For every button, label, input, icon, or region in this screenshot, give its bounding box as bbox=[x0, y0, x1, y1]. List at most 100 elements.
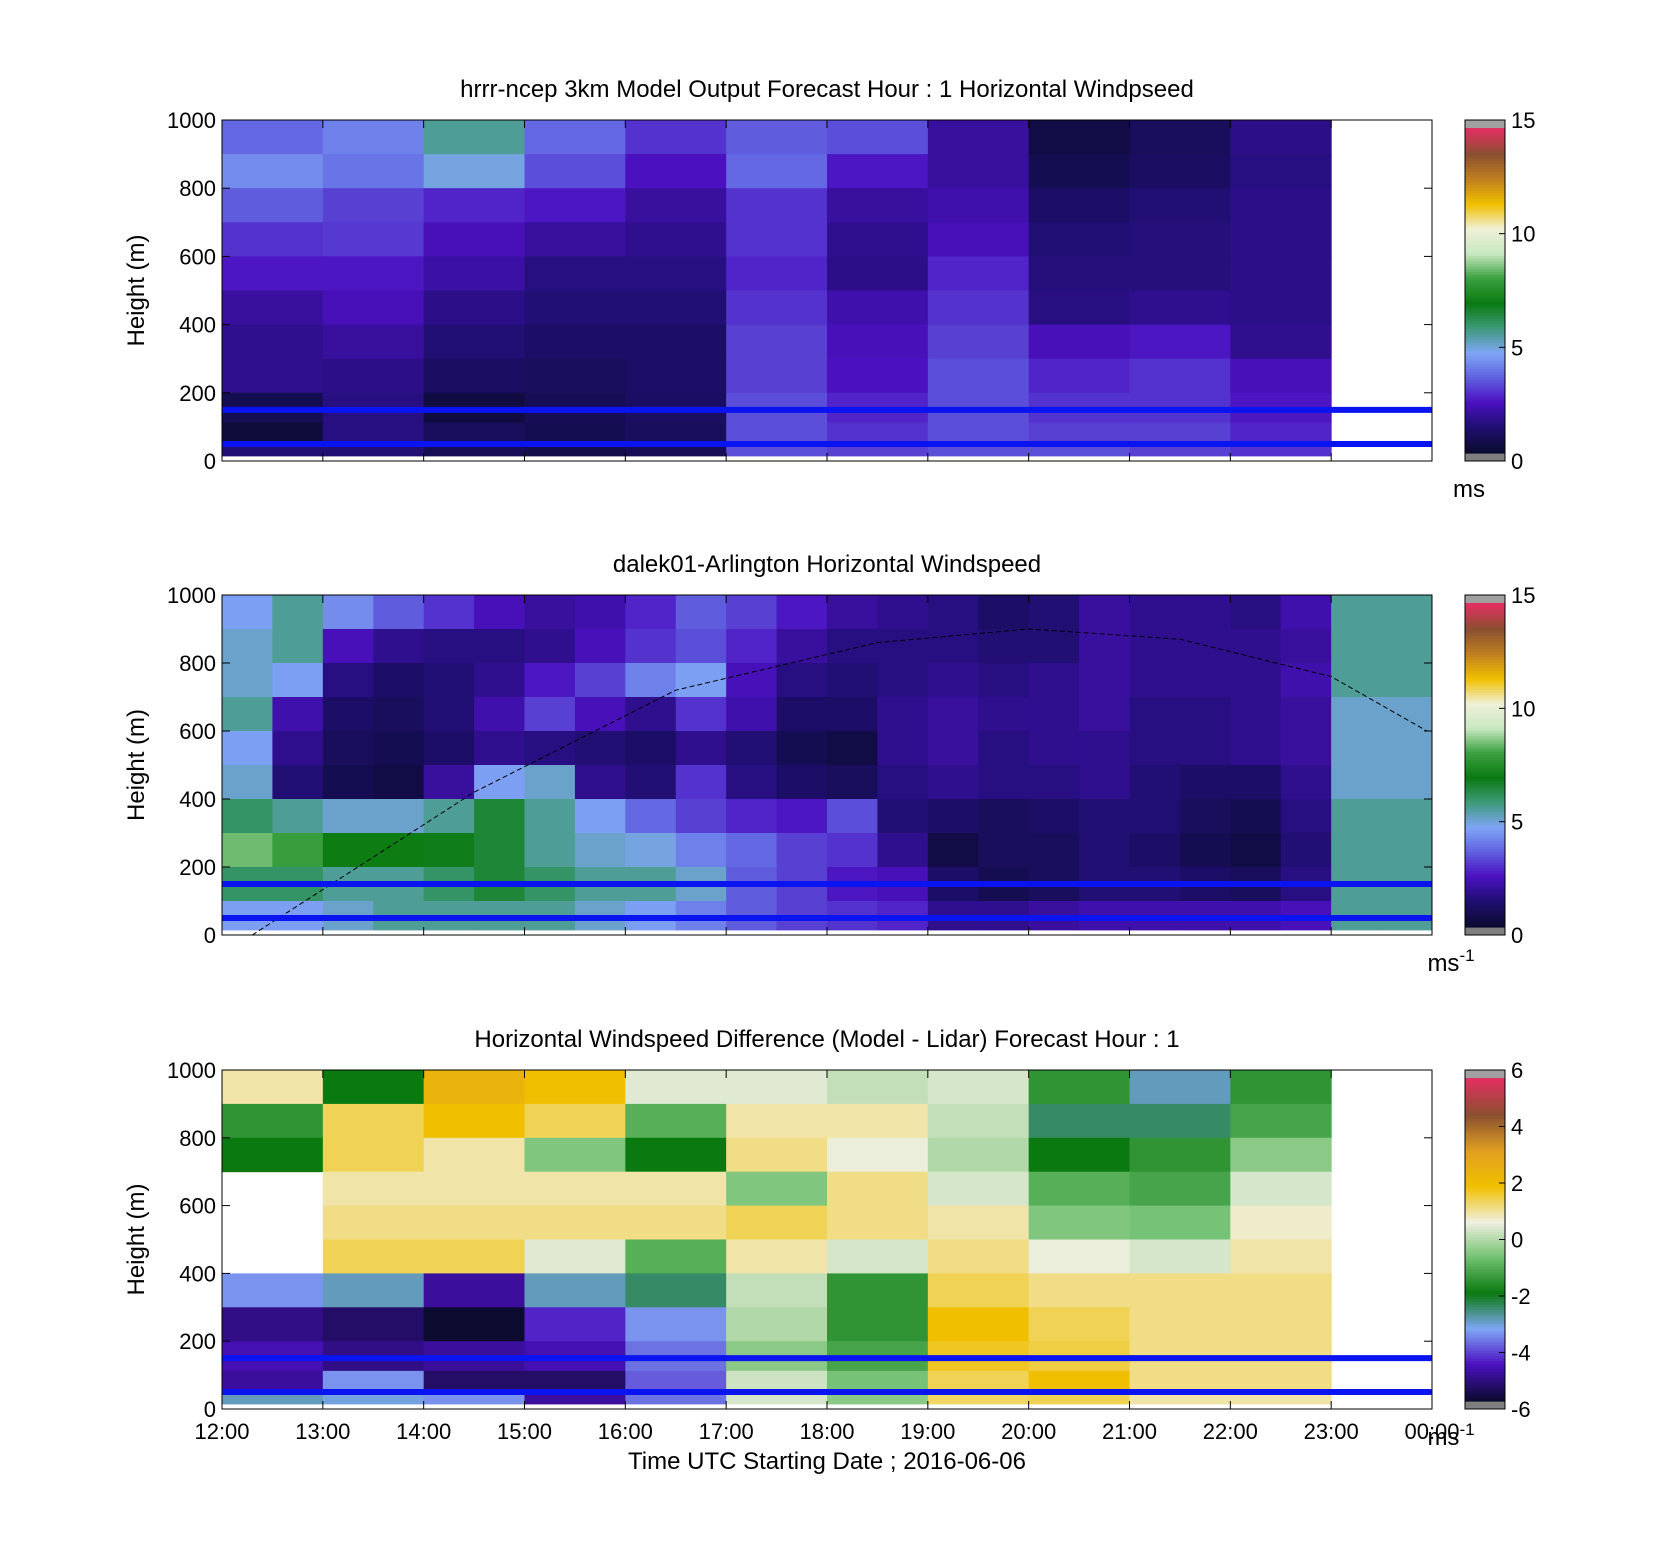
colorbar-segment bbox=[1465, 619, 1505, 623]
colorbar-segment bbox=[1465, 442, 1505, 446]
y-tick-label: 800 bbox=[179, 651, 216, 676]
heatmap-cell bbox=[827, 663, 878, 698]
colorbar-segment bbox=[1465, 1250, 1505, 1254]
colorbar-segment bbox=[1465, 840, 1505, 844]
colorbar-segment bbox=[1465, 211, 1505, 216]
colorbar-segment bbox=[1465, 371, 1505, 376]
y-tick-label: 400 bbox=[179, 1261, 216, 1286]
heatmap-cell bbox=[272, 697, 324, 732]
colorbar-segment bbox=[1465, 632, 1505, 636]
heatmap-cell bbox=[1381, 595, 1433, 630]
colorbar-segment bbox=[1465, 369, 1505, 373]
colorbar-segment bbox=[1465, 1161, 1505, 1165]
colorbar-segment bbox=[1465, 1083, 1505, 1087]
colorbar-segment bbox=[1465, 203, 1505, 208]
colorbar-segment bbox=[1465, 1341, 1505, 1346]
colorbar-segment bbox=[1465, 1121, 1505, 1125]
heatmap-cell bbox=[574, 731, 626, 766]
heatmap-cell bbox=[1381, 629, 1433, 664]
heatmap-cell bbox=[1331, 833, 1383, 868]
colorbar-segment bbox=[1465, 255, 1505, 259]
heatmap-cell bbox=[726, 833, 778, 868]
heatmap-cell bbox=[927, 1239, 1030, 1274]
colorbar-segment bbox=[1465, 1344, 1505, 1348]
colorbar-segment bbox=[1465, 765, 1505, 769]
heatmap-cell bbox=[827, 833, 878, 868]
heatmap-cell bbox=[927, 663, 979, 698]
colorbar-segment bbox=[1465, 654, 1505, 658]
colorbar-segment bbox=[1465, 1129, 1505, 1133]
colorbar-segment bbox=[1465, 616, 1505, 620]
heatmap-cell bbox=[524, 1239, 626, 1274]
colorbar-segment bbox=[1465, 675, 1505, 680]
colorbar-segment bbox=[1465, 692, 1505, 696]
heatmap-cell bbox=[675, 697, 727, 732]
colorbar-segment bbox=[1465, 1080, 1505, 1084]
heatmap-cell bbox=[1079, 697, 1130, 732]
heatmap-cell bbox=[927, 1370, 1030, 1392]
heatmap-cell bbox=[1028, 1370, 1130, 1392]
heatmap-cell bbox=[776, 765, 828, 800]
colorbar-segment bbox=[1465, 187, 1505, 191]
colorbar-segment bbox=[1465, 290, 1505, 294]
heatmap-cell bbox=[827, 188, 929, 223]
colorbar-segment bbox=[1465, 1363, 1505, 1367]
colorbar-segment bbox=[1465, 1287, 1505, 1292]
colorbar-segment bbox=[1465, 662, 1505, 666]
heatmap-cell bbox=[1079, 629, 1130, 664]
colorbar-segment bbox=[1465, 209, 1505, 213]
colorbar-segment bbox=[1465, 236, 1505, 240]
colorbar-segment bbox=[1465, 1182, 1505, 1187]
colorbar-segment bbox=[1465, 130, 1505, 135]
heatmap-cell bbox=[827, 1307, 929, 1342]
colorbar-segment bbox=[1465, 883, 1505, 888]
colorbar-segment bbox=[1465, 694, 1505, 699]
colorbar-tick-label: 0 bbox=[1511, 923, 1523, 948]
heatmap-cell bbox=[1129, 629, 1181, 664]
heatmap-cell bbox=[222, 799, 273, 834]
heatmap-cell bbox=[322, 1103, 425, 1139]
heatmap-cell bbox=[625, 324, 727, 360]
colorbar-segment bbox=[1465, 136, 1505, 140]
colorbar-segment bbox=[1465, 832, 1505, 836]
x-tick-label: 12:00 bbox=[194, 1419, 249, 1444]
heatmap-cell bbox=[423, 663, 475, 698]
colorbar-segment bbox=[1465, 1247, 1505, 1251]
colorbar-segment bbox=[1465, 1134, 1505, 1138]
colorbar-segment bbox=[1465, 1304, 1505, 1308]
heatmap-cell bbox=[1129, 1370, 1231, 1392]
heatmap-cell bbox=[927, 1171, 1030, 1207]
colorbar-segment bbox=[1465, 1269, 1505, 1273]
heatmap-cell bbox=[1179, 697, 1231, 732]
heatmap-cell bbox=[524, 120, 626, 155]
colorbar-segment bbox=[1465, 1158, 1505, 1163]
colorbar-segment bbox=[1465, 252, 1505, 256]
heatmap-cell bbox=[574, 765, 626, 800]
colorbar-segment bbox=[1465, 350, 1505, 354]
colorbar-segment bbox=[1465, 697, 1505, 701]
colorbar-segment bbox=[1465, 1366, 1505, 1370]
colorbar-over-cap bbox=[1465, 595, 1505, 603]
colorbar-segment bbox=[1465, 918, 1505, 923]
heatmap-cell bbox=[322, 595, 374, 630]
heatmap-cell bbox=[1280, 663, 1332, 698]
colorbar-segment bbox=[1465, 1374, 1505, 1378]
colorbar-segment bbox=[1465, 1094, 1505, 1098]
colorbar-segment bbox=[1465, 1282, 1505, 1286]
heatmap-cell bbox=[726, 358, 828, 394]
heatmap-cell bbox=[524, 697, 576, 732]
colorbar-segment bbox=[1465, 268, 1505, 273]
colorbar-segment bbox=[1465, 1328, 1505, 1332]
colorbar-segment bbox=[1465, 1196, 1505, 1200]
heatmap-cell bbox=[423, 358, 525, 394]
y-axis-label: Height (m) bbox=[123, 709, 150, 821]
colorbar-segment bbox=[1465, 659, 1505, 663]
colorbar-over-cap bbox=[1465, 120, 1505, 128]
heatmap-cell bbox=[222, 324, 324, 360]
colorbar-segment bbox=[1465, 635, 1505, 639]
colorbar-segment bbox=[1465, 770, 1505, 774]
heatmap-cell bbox=[625, 1307, 727, 1342]
y-tick-label: 400 bbox=[179, 313, 216, 338]
colorbar-segment bbox=[1465, 1296, 1505, 1300]
colorbar-segment bbox=[1465, 328, 1505, 332]
